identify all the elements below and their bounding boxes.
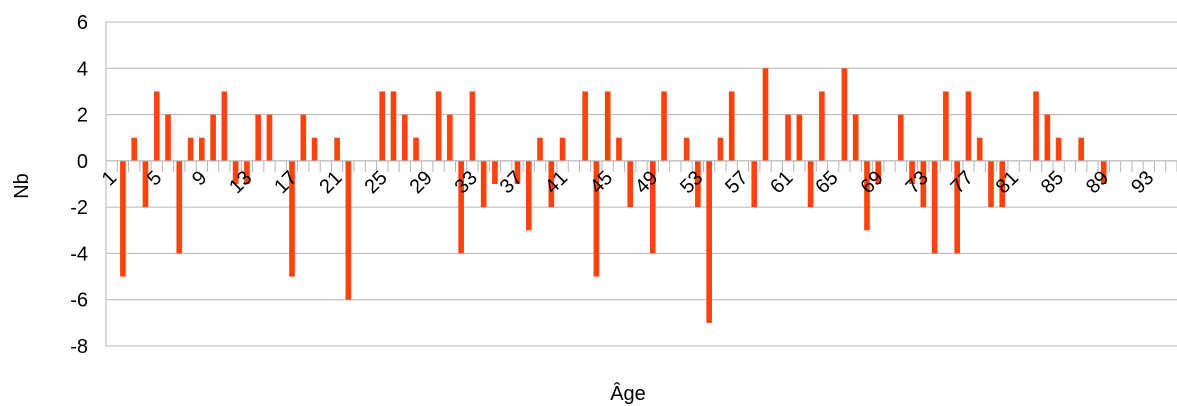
y-axis-title: Nb <box>11 173 33 199</box>
y-tick-labels: -8 -6 -4 -2 0 2 4 6 <box>70 12 88 358</box>
bar <box>131 137 138 161</box>
bar <box>548 160 555 208</box>
bar <box>559 137 566 161</box>
bar <box>683 137 690 161</box>
bar <box>796 114 803 161</box>
bar <box>661 91 667 161</box>
bar <box>582 91 588 161</box>
bar <box>390 91 397 161</box>
bar <box>807 160 814 208</box>
bar <box>728 91 735 161</box>
bar <box>762 68 769 161</box>
bar <box>931 160 938 254</box>
bar <box>864 160 870 231</box>
bar <box>785 114 791 161</box>
bar <box>649 160 656 254</box>
bar <box>920 160 927 208</box>
bar <box>289 160 295 277</box>
y-tick-label: -8 <box>70 336 88 358</box>
bar <box>1044 114 1051 161</box>
bar <box>1055 137 1062 161</box>
bar <box>943 91 949 161</box>
bar <box>616 137 622 161</box>
bar <box>706 160 712 323</box>
bar <box>120 160 126 277</box>
bar <box>176 160 183 254</box>
y-tick-label: 0 <box>77 151 88 173</box>
x-axis-title: Âge <box>610 382 646 405</box>
bar <box>447 114 453 161</box>
y-tick-label: 6 <box>77 12 88 34</box>
bar <box>909 160 915 184</box>
bar <box>999 160 1006 208</box>
bar <box>852 114 859 161</box>
bar <box>1078 137 1084 161</box>
bar <box>875 160 882 184</box>
bar <box>142 160 149 208</box>
bar <box>469 91 476 161</box>
bar <box>435 91 442 161</box>
bar <box>954 160 960 254</box>
bar <box>841 68 848 161</box>
bar <box>492 160 498 184</box>
y-tick-label: -2 <box>70 197 88 219</box>
bar <box>345 160 352 300</box>
bar <box>976 137 983 161</box>
bar <box>751 160 758 208</box>
bar <box>897 114 904 161</box>
bar <box>525 160 532 231</box>
bar <box>819 91 825 161</box>
bar <box>1033 91 1039 161</box>
bar <box>311 137 318 161</box>
bar <box>717 137 724 161</box>
bar <box>266 114 273 161</box>
bar <box>199 137 205 161</box>
bar <box>232 160 239 184</box>
bar <box>627 160 634 208</box>
bar <box>165 114 171 161</box>
bar <box>537 137 543 161</box>
bar <box>210 114 216 161</box>
y-tick-label: -6 <box>70 290 88 312</box>
bar <box>988 160 994 208</box>
bar <box>695 160 701 208</box>
y-tick-label: 4 <box>77 58 88 80</box>
y-tick-label: 2 <box>77 105 88 127</box>
bar <box>244 160 250 184</box>
bar <box>334 137 340 161</box>
bar <box>255 114 262 161</box>
bar <box>593 160 600 277</box>
bar <box>300 114 307 161</box>
bar <box>187 137 194 161</box>
bar <box>965 91 972 161</box>
bar <box>379 91 386 161</box>
bar <box>458 160 464 254</box>
bar <box>221 91 228 161</box>
bar <box>153 91 160 161</box>
y-tick-label: -4 <box>70 243 88 265</box>
bar <box>514 160 521 184</box>
bar <box>1100 160 1107 184</box>
bar <box>480 160 487 208</box>
bars <box>120 68 1107 323</box>
x-axis <box>105 160 1177 172</box>
bar <box>401 114 408 161</box>
bar <box>604 91 611 161</box>
bar <box>413 137 419 161</box>
